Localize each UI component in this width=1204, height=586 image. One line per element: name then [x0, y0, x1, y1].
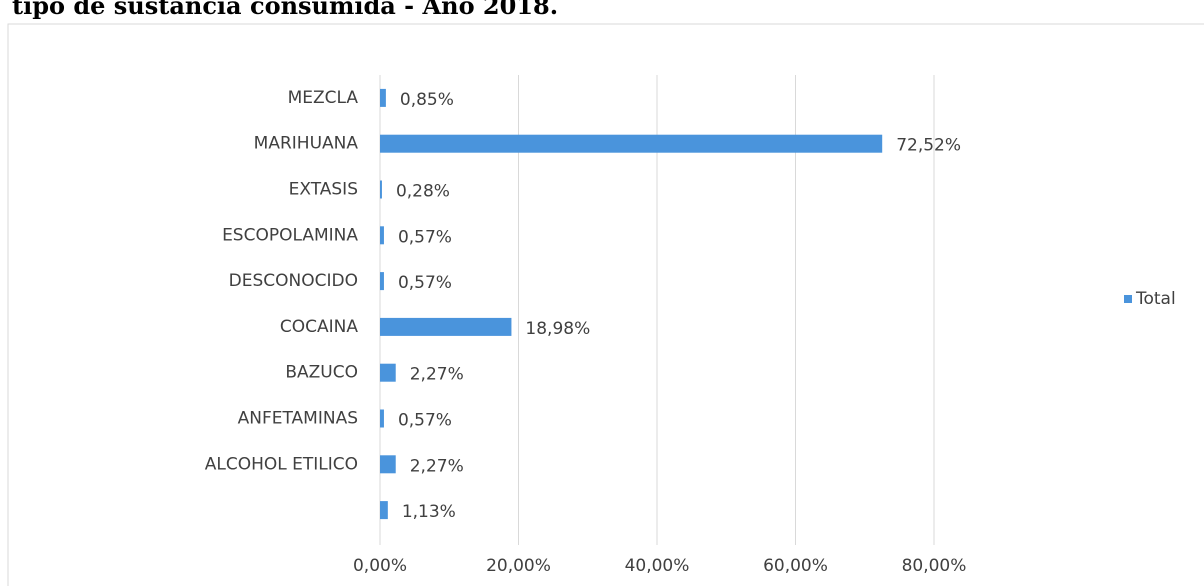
- y-tick-label: EXTASIS: [289, 180, 358, 200]
- y-tick-label: ESCOPOLAMINA: [222, 225, 358, 245]
- y-tick-label: MEZCLA: [288, 88, 359, 108]
- legend-label: Total: [1135, 289, 1176, 309]
- value-label: 0,57%: [398, 227, 452, 247]
- value-label: 2,27%: [410, 365, 464, 385]
- bar: [380, 409, 384, 428]
- y-tick-label: COCAINA: [280, 317, 358, 337]
- x-tick-label: 60,00%: [763, 556, 828, 576]
- y-tick-label: ANFETAMINAS: [238, 409, 358, 429]
- chart-title: tipo de sustancia consumida - Año 2018.: [12, 0, 558, 20]
- x-tick-label: 80,00%: [902, 556, 967, 576]
- bar: [380, 455, 396, 474]
- bar: [380, 272, 384, 291]
- chart-border: [7, 23, 1204, 586]
- value-label: 72,52%: [896, 136, 961, 156]
- value-label: 0,28%: [396, 182, 450, 202]
- x-tick-label: 0,00%: [353, 556, 407, 576]
- value-label: 0,85%: [400, 90, 454, 110]
- y-tick-label: MARIHUANA: [254, 134, 359, 154]
- bar: [380, 363, 396, 382]
- value-label: 0,57%: [398, 411, 452, 431]
- value-label: 1,13%: [402, 502, 456, 522]
- value-label: 2,27%: [410, 456, 464, 476]
- legend-swatch: [1124, 295, 1132, 303]
- y-tick-label: BAZUCO: [285, 363, 358, 383]
- bar: [380, 88, 386, 107]
- value-label: 0,57%: [398, 273, 452, 293]
- x-tick-label: 40,00%: [625, 556, 690, 576]
- bar: [380, 501, 388, 520]
- y-tick-label: DESCONOCIDO: [229, 271, 358, 291]
- y-tick-label: ALCOHOL ETILICO: [205, 454, 358, 474]
- x-tick-label: 20,00%: [486, 556, 551, 576]
- bar: [380, 180, 382, 199]
- bar: [380, 134, 883, 153]
- bar: [380, 226, 384, 245]
- value-label: 18,98%: [525, 319, 590, 339]
- bar: [380, 317, 512, 336]
